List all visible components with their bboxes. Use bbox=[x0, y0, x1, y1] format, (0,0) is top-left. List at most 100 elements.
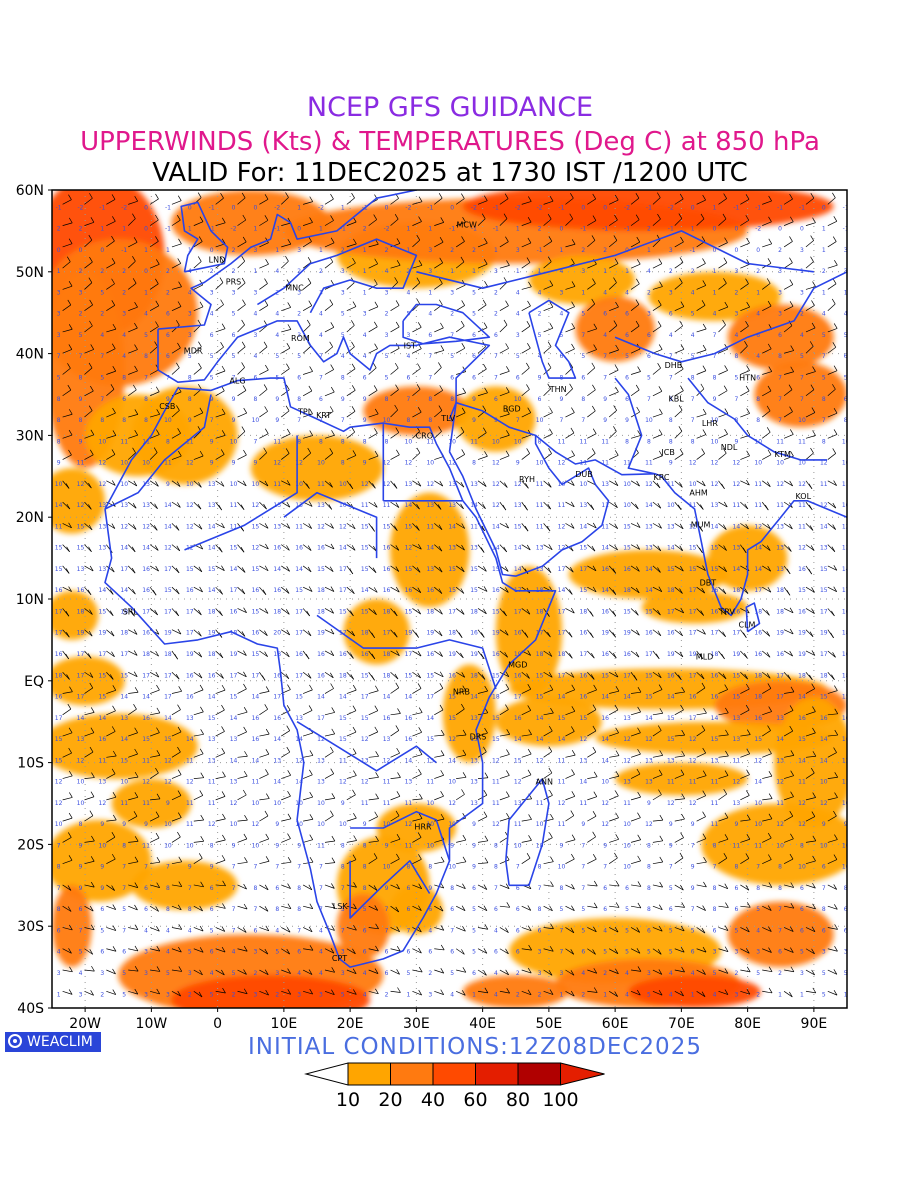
wind-barb bbox=[215, 684, 226, 694]
wind-barb bbox=[630, 501, 639, 510]
wind-barb bbox=[346, 426, 355, 439]
wind-barb bbox=[499, 236, 509, 248]
wind-barb bbox=[543, 767, 553, 779]
temp-label: 10 bbox=[842, 438, 850, 445]
temp-label: 14 bbox=[120, 694, 128, 701]
wind-barb bbox=[346, 705, 357, 716]
temp-label: 7 bbox=[603, 864, 607, 871]
wind-barb bbox=[215, 650, 224, 659]
temp-label: 7 bbox=[57, 842, 61, 849]
temp-label: 14 bbox=[142, 545, 150, 552]
wind-barb bbox=[718, 788, 727, 801]
coastline bbox=[184, 435, 298, 551]
temp-label: 7 bbox=[756, 864, 760, 871]
temp-label: -1 bbox=[690, 247, 696, 254]
wind-barb bbox=[827, 448, 837, 460]
wind-barb bbox=[587, 880, 598, 887]
temp-label: 10 bbox=[623, 821, 631, 828]
temp-label: 4 bbox=[713, 311, 717, 318]
coastline bbox=[745, 602, 761, 633]
temp-label: 11 bbox=[361, 502, 369, 509]
temp-label: 5 bbox=[57, 375, 61, 382]
temp-label: 5 bbox=[210, 375, 214, 382]
wind-barb bbox=[324, 215, 334, 226]
temp-label: 11 bbox=[667, 481, 675, 488]
temp-label: 8 bbox=[166, 438, 170, 445]
wind-barb bbox=[565, 383, 573, 397]
wind-barb bbox=[521, 671, 530, 679]
temp-label: 5 bbox=[669, 949, 673, 956]
temp-label: 1 bbox=[428, 289, 432, 296]
wind-barb bbox=[740, 194, 750, 205]
temp-label: 18 bbox=[842, 672, 850, 679]
wind-barb bbox=[346, 565, 354, 575]
temp-label: 8 bbox=[363, 885, 367, 892]
wind-barb bbox=[302, 480, 310, 489]
wind-barb bbox=[850, 650, 859, 655]
station-label-htn: HTN bbox=[739, 373, 756, 382]
wind-barb bbox=[543, 213, 552, 226]
temp-label: 3 bbox=[538, 970, 542, 977]
wind-barb bbox=[303, 366, 313, 375]
temp-label: 12 bbox=[645, 481, 653, 488]
temp-label: 10 bbox=[426, 460, 434, 467]
wind-barb bbox=[259, 215, 269, 226]
wind-barb bbox=[149, 650, 159, 657]
temp-label: 11 bbox=[514, 821, 522, 828]
temp-label: 3 bbox=[734, 311, 738, 318]
temp-label: 3 bbox=[232, 289, 236, 296]
temp-label: 7 bbox=[341, 927, 345, 934]
wind-barb bbox=[368, 523, 375, 532]
temp-label: 12 bbox=[383, 460, 391, 467]
temp-label: 9 bbox=[560, 842, 564, 849]
temp-label: 13 bbox=[470, 757, 478, 764]
wind-barb bbox=[259, 884, 269, 891]
wind-barb bbox=[324, 386, 335, 397]
wind-barb bbox=[674, 793, 686, 801]
wind-barb bbox=[84, 362, 93, 375]
temp-label: 11 bbox=[558, 438, 566, 445]
wind-barb bbox=[630, 706, 641, 716]
temp-label: 12 bbox=[842, 757, 850, 764]
wind-barb bbox=[456, 407, 466, 418]
temp-label: 1 bbox=[188, 226, 192, 233]
wind-barb bbox=[412, 769, 422, 779]
wind-barb bbox=[674, 750, 685, 758]
temp-label: 16 bbox=[252, 587, 260, 594]
wind-barb bbox=[499, 791, 510, 801]
wind-barb bbox=[128, 988, 139, 995]
wind-barb bbox=[521, 835, 532, 843]
wind-barb bbox=[302, 447, 312, 460]
wind-barb bbox=[346, 544, 356, 551]
wind-barb bbox=[390, 810, 400, 822]
temp-label: 11 bbox=[208, 779, 216, 786]
coastline bbox=[448, 401, 610, 577]
temp-label: 16 bbox=[601, 651, 609, 658]
wind-barb bbox=[390, 682, 400, 694]
station-label-clm: CLM bbox=[738, 620, 755, 629]
wind-barb bbox=[630, 927, 641, 933]
temp-label: 14 bbox=[711, 523, 719, 530]
wind-barb bbox=[84, 905, 94, 912]
temperature-shade bbox=[52, 590, 99, 640]
wind-barb bbox=[609, 948, 619, 954]
temp-label: -2 bbox=[515, 204, 521, 211]
temp-label: 14 bbox=[230, 715, 238, 722]
temp-label: -1 bbox=[602, 226, 608, 233]
temp-label: 8 bbox=[100, 417, 104, 424]
temp-label: 6 bbox=[144, 906, 148, 913]
temp-label: 3 bbox=[188, 970, 192, 977]
temperature-shade bbox=[111, 778, 192, 829]
weaclim-logo-icon bbox=[8, 1034, 22, 1048]
temp-label: 3 bbox=[297, 991, 301, 998]
temp-label: 13 bbox=[667, 757, 675, 764]
temp-label: 15 bbox=[361, 566, 369, 573]
wind-barb bbox=[805, 987, 817, 994]
temp-label: 11 bbox=[99, 757, 107, 764]
wind-barb bbox=[324, 448, 334, 460]
wind-barb bbox=[696, 608, 704, 616]
temp-label: 3 bbox=[778, 311, 782, 318]
wind-barb bbox=[674, 990, 684, 997]
wind-barb bbox=[193, 650, 203, 658]
wind-barb bbox=[850, 926, 859, 931]
